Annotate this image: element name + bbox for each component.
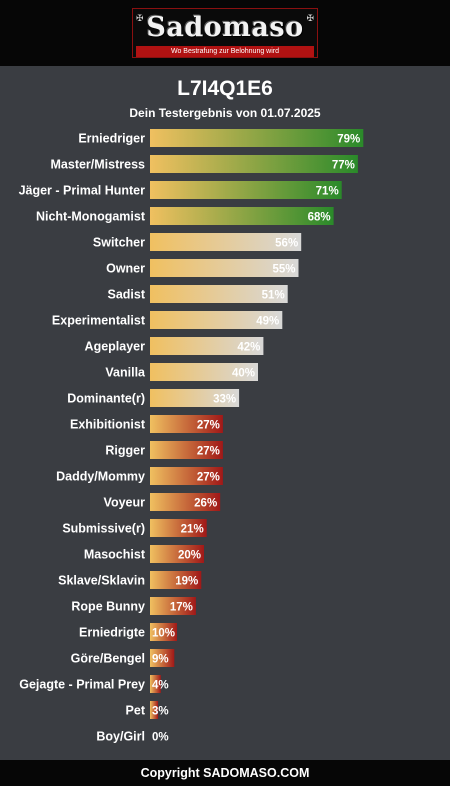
bar-label: Ageplayer [85, 340, 146, 354]
bar-label: Erniedriger [78, 132, 145, 146]
bar-value-label: 56% [275, 238, 298, 250]
bar [150, 649, 175, 667]
bar [150, 519, 207, 537]
bar [150, 207, 334, 225]
bar-label: Exhibitionist [70, 418, 146, 432]
bar [150, 129, 364, 147]
bar-label: Vanilla [105, 366, 146, 380]
bar-value-label: 51% [262, 290, 285, 302]
bar [150, 623, 177, 641]
bar-value-label: 10% [152, 628, 175, 640]
bar-label: Sklave/Sklavin [58, 574, 145, 588]
page-title: L7I4Q1E6 [177, 77, 273, 100]
bar-label: Owner [106, 262, 145, 276]
bar-label: Göre/Bengel [71, 652, 145, 666]
bar-label: Jäger - Primal Hunter [19, 184, 146, 198]
footer-copyright[interactable]: Copyright SADOMASO.COM [0, 760, 450, 786]
bar-value-label: 77% [332, 160, 355, 172]
bar [150, 155, 358, 173]
bar-label: Nicht-Monogamist [36, 210, 146, 224]
bar [150, 389, 240, 407]
bar-label: Rigger [105, 444, 145, 458]
bar-value-label: 9% [152, 654, 169, 666]
bar [150, 415, 223, 433]
site-header: ✠ ✠ Sadomaso Wo Bestrafung zur Belohnung… [0, 0, 450, 66]
ornament-right-icon: ✠ [306, 13, 314, 23]
bar [150, 311, 283, 329]
bar [150, 467, 223, 485]
bar [150, 441, 223, 459]
result-bar-chart: Erniedriger 79% Master/Mistress 77% Jäger - … [19, 129, 364, 744]
bar-value-label: 55% [272, 264, 295, 276]
bar [150, 181, 342, 199]
bar-value-label: 19% [175, 576, 198, 588]
bar-value-label: 27% [197, 472, 220, 484]
bar-value-label: 4% [152, 680, 169, 692]
bar-value-label: 40% [232, 368, 255, 380]
bar [150, 545, 204, 563]
ornament-left-icon: ✠ [136, 13, 144, 23]
bar [150, 493, 221, 511]
bar-value-label: 79% [337, 134, 360, 146]
bar [150, 259, 299, 277]
bar [150, 285, 288, 303]
bar-value-label: 27% [197, 420, 220, 432]
bar [150, 701, 159, 719]
bar-label: Experimentalist [52, 314, 146, 328]
bar-value-label: 3% [152, 706, 169, 718]
logo-tagline: Wo Bestrafung zur Belohnung wird [136, 46, 314, 57]
bar [150, 597, 196, 615]
bar [150, 233, 302, 251]
logo-title: Sadomaso [146, 12, 304, 43]
bar [150, 675, 161, 693]
bar-value-label: 26% [194, 498, 217, 510]
bar [150, 571, 202, 589]
bar-label: Voyeur [104, 496, 146, 510]
bar-label: Daddy/Mommy [56, 470, 145, 484]
bar-label: Gejagte - Primal Prey [19, 678, 145, 692]
bar-value-label: 33% [213, 394, 236, 406]
bar-value-label: 68% [308, 212, 331, 224]
bar-value-label: 20% [178, 550, 201, 562]
bar-value-label: 49% [256, 316, 279, 328]
bar-label: Submissive(r) [62, 522, 145, 536]
bar-label: Boy/Girl [96, 730, 145, 744]
bar-label: Sadist [107, 288, 145, 302]
bar-label: Pet [126, 704, 146, 718]
bar-label: Master/Mistress [51, 158, 146, 172]
bar-value-label: 0% [152, 732, 169, 744]
bar-value-label: 27% [197, 446, 220, 458]
bar [150, 363, 258, 381]
bar-label: Erniedrigte [79, 626, 145, 640]
bar-label: Rope Bunny [71, 600, 145, 614]
bar-value-label: 71% [316, 186, 339, 198]
bar [150, 337, 264, 355]
bar-value-label: 21% [181, 524, 204, 536]
site-logo[interactable]: ✠ ✠ Sadomaso Wo Bestrafung zur Belohnung… [132, 8, 318, 58]
bar-value-label: 17% [170, 602, 193, 614]
bar-label: Switcher [93, 236, 145, 250]
bar-label: Masochist [84, 548, 146, 562]
bar-label: Dominante(r) [67, 392, 145, 406]
page-subtitle: Dein Testergebnis von 01.07.2025 [129, 106, 321, 120]
bar-value-label: 42% [237, 342, 260, 354]
